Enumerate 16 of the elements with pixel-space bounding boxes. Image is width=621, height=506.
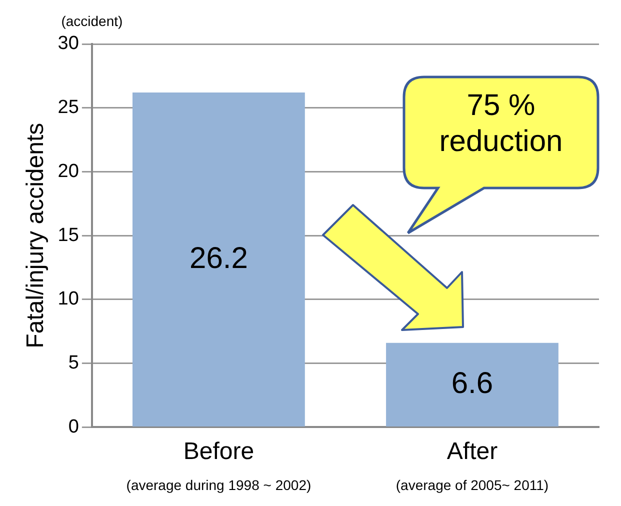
y-axis-title: Fatal/injury accidents	[22, 122, 50, 348]
y-tick-label: 10	[58, 288, 79, 310]
x-tick-label: After	[446, 438, 498, 466]
y-tick-label: 0	[68, 416, 79, 438]
data-label: 26.2	[190, 242, 248, 275]
data-label: 6.6	[451, 366, 494, 400]
text: (average during 1998 ~ 2002)	[126, 476, 312, 493]
y-tick-label: 25	[58, 97, 79, 118]
text: (average of 2005~ 2011)	[396, 476, 549, 493]
y-tick-label: 30	[58, 33, 79, 54]
y-tick-label: 15	[58, 224, 79, 246]
annotation: 75 % reduction	[438, 88, 564, 160]
y-tick-label: 5	[68, 352, 79, 374]
text: (accident)	[61, 12, 123, 29]
x-tick-label: Before	[183, 438, 254, 466]
y-tick-label: 20	[58, 160, 79, 182]
